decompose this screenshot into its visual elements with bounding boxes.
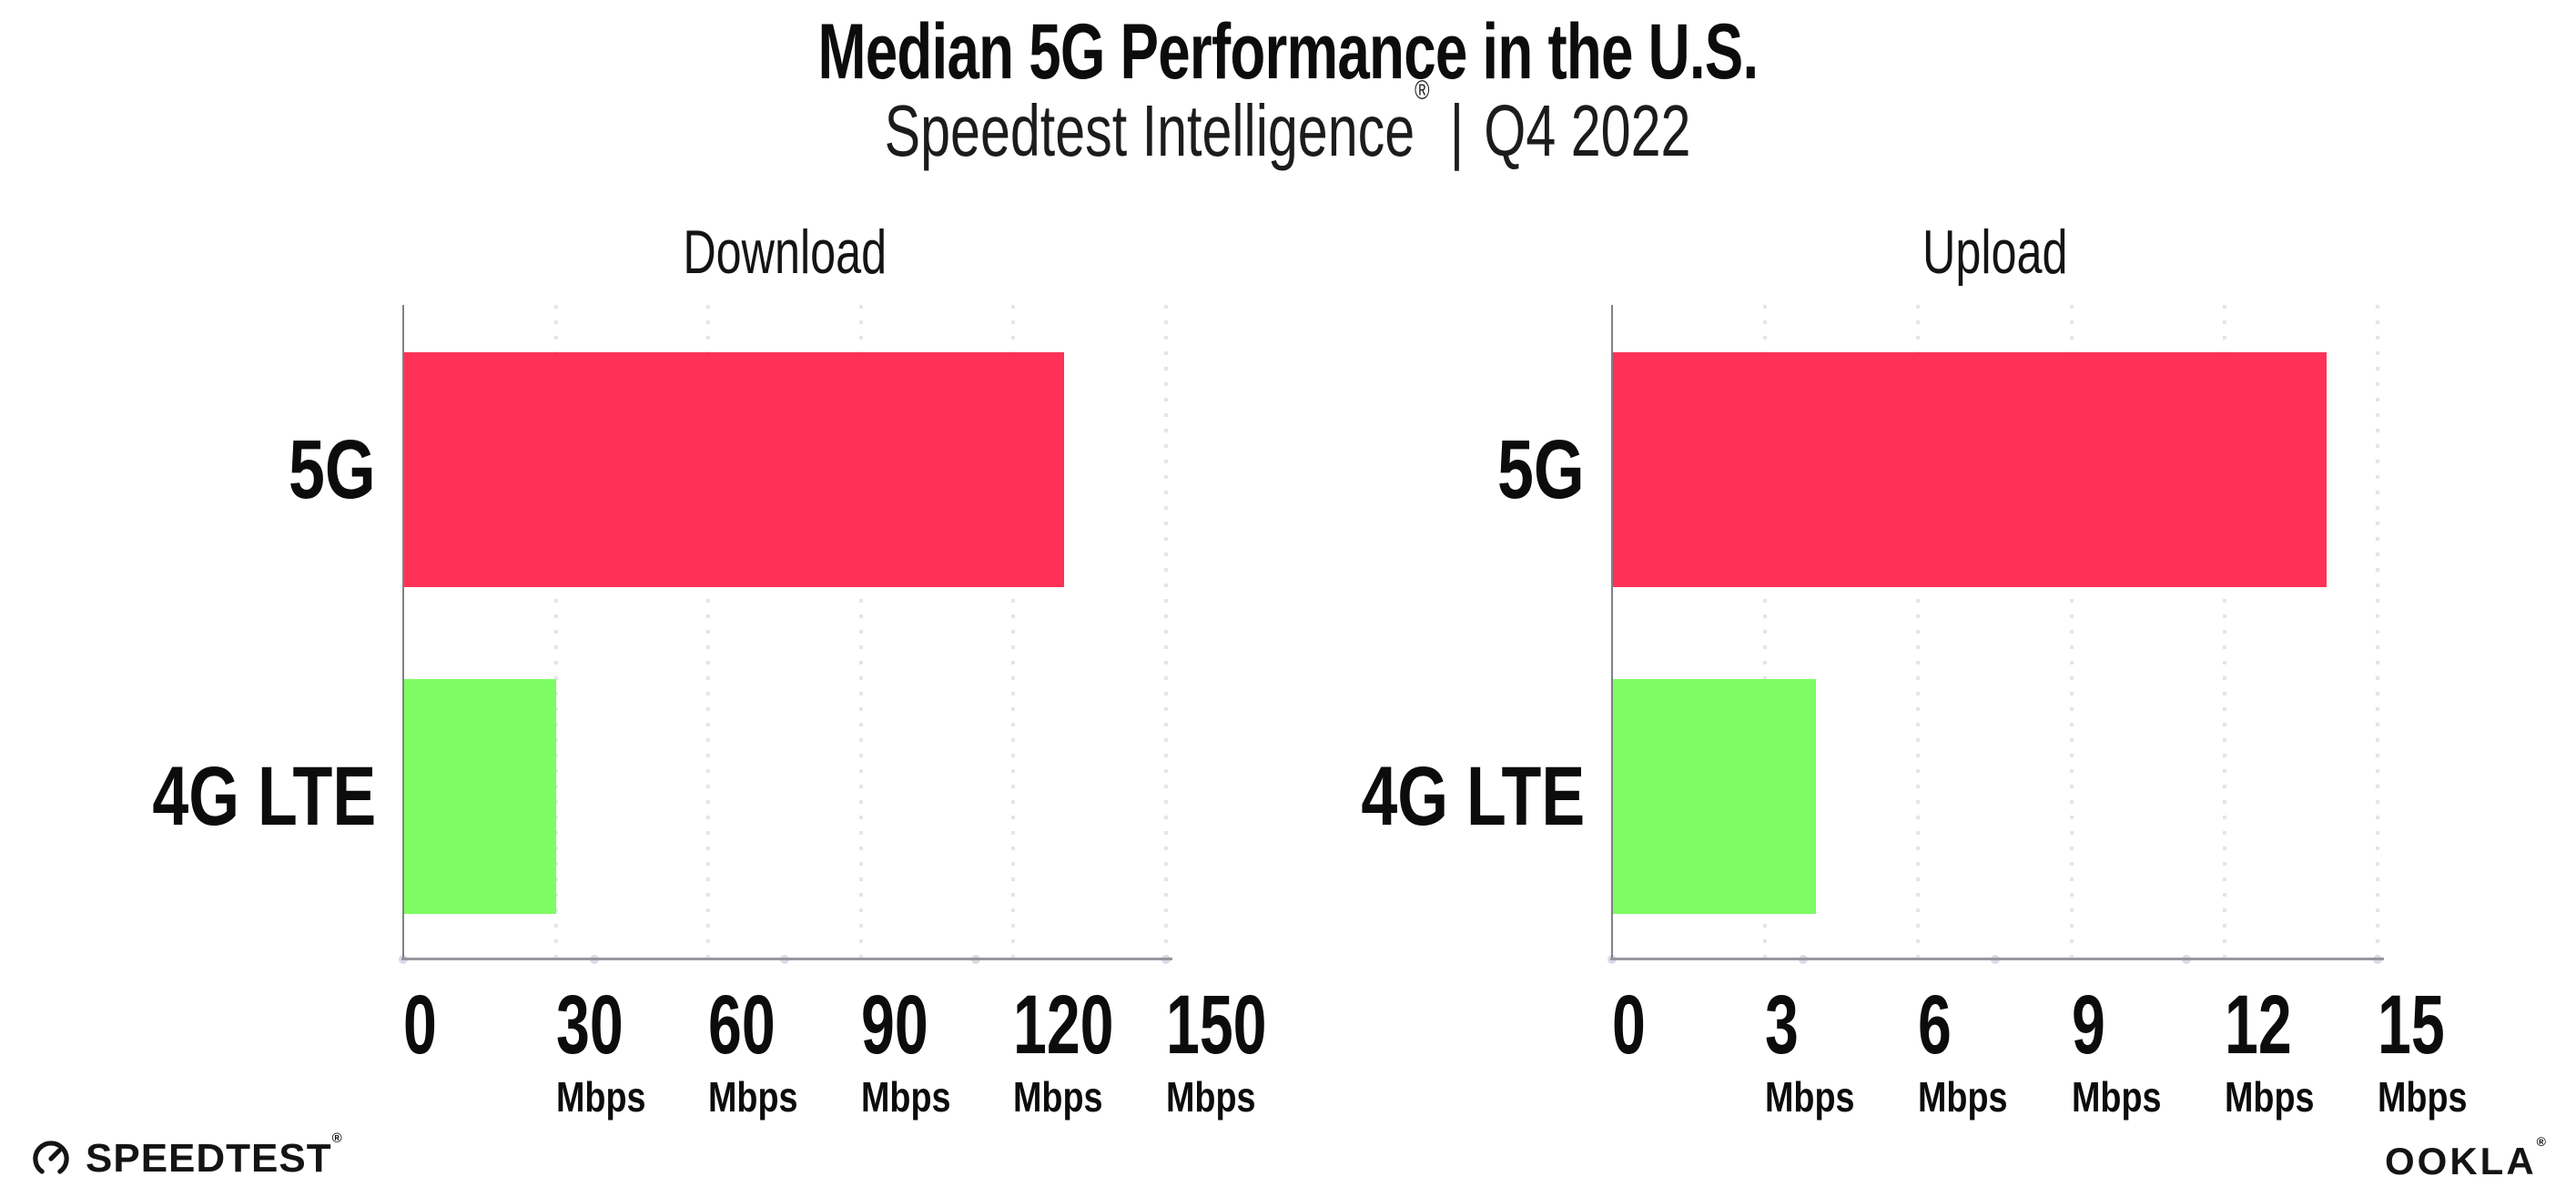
ookla-logo: OOKLA® — [2385, 1134, 2549, 1183]
page-title-text: Median 5G Performance in the U.S. — [817, 8, 1760, 96]
bar-4g-lte-upload — [1612, 679, 1817, 914]
row-label-4g-lte: 4G LTE — [1298, 679, 1585, 914]
ookla-logo-text: OOKLA — [2385, 1140, 2537, 1182]
gridline — [2222, 305, 2226, 959]
gridline — [2069, 305, 2074, 959]
gridline — [1164, 305, 1168, 959]
x-axis-line — [1610, 958, 2384, 960]
gridline — [1011, 305, 1016, 959]
row-label-text: 5G — [1497, 422, 1585, 516]
bar-5g-download — [403, 352, 1065, 587]
page-subtitle: Speedtest Intelligence® | Q4 2022 — [0, 76, 2576, 173]
y-axis-line — [1611, 305, 1613, 959]
speedtest-gauge-icon — [33, 1141, 69, 1174]
gridline — [858, 305, 863, 959]
row-label-4g-lte: 4G LTE — [89, 679, 376, 914]
registered-mark: ® — [1415, 76, 1430, 107]
y-axis-line — [402, 305, 404, 959]
gridline — [1916, 305, 1921, 959]
row-label-text: 4G LTE — [1361, 749, 1585, 843]
plot-area-upload: 0 3 Mbps 6 Mbps 9 Mbps 12 Mbps 15 Mbps 5G 4G LTE — [1361, 305, 2467, 1118]
row-label-text: 4G LTE — [152, 749, 376, 843]
chart-title-download: Download — [683, 218, 887, 287]
gridline — [2376, 305, 2379, 959]
gridline — [553, 305, 558, 959]
gridline — [1763, 305, 1768, 959]
gridline — [706, 305, 711, 959]
subtitle-divider: | — [1450, 90, 1465, 171]
bar-5g-upload — [1612, 352, 2327, 587]
subtitle-brand: Speedtest Intelligence — [885, 90, 1415, 171]
page-title: Median 5G Performance in the U.S. — [0, 7, 2576, 97]
row-label-text: 5G — [289, 422, 376, 516]
x-axis-line — [401, 958, 1172, 960]
bar-4g-lte-download — [403, 679, 556, 914]
row-label-5g: 5G — [1473, 352, 1585, 587]
speedtest-registered-mark: ® — [331, 1131, 343, 1147]
speedtest-logo: SPEEDTEST® — [31, 1131, 343, 1182]
page-subtitle-text: Speedtest Intelligence® | Q4 2022 — [885, 76, 1691, 173]
plot-area-download: 0 30 Mbps 60 Mbps 90 Mbps 120 Mbps 150 Mbps 5G 4G LT… — [152, 305, 1267, 1118]
chart-title-upload: Upload — [1922, 218, 2068, 287]
ookla-registered-mark: ® — [2536, 1134, 2549, 1149]
subtitle-period: Q4 2022 — [1484, 90, 1691, 171]
speedtest-logo-text: SPEEDTEST® — [86, 1131, 343, 1181]
row-label-5g: 5G — [264, 352, 376, 587]
